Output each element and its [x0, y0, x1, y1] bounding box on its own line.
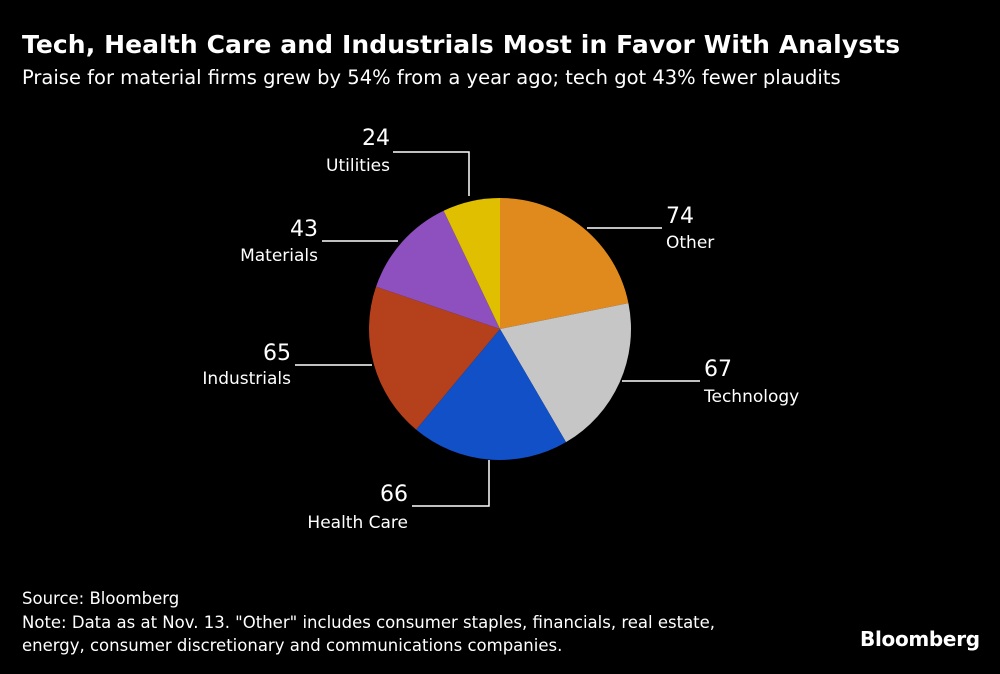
category-label-industrials: Industrials — [202, 369, 291, 389]
value-label-technology: 67 — [704, 357, 732, 382]
value-label-industrials: 65 — [263, 341, 291, 366]
pie-slice-health-care — [416, 329, 567, 460]
category-label-other: Other — [666, 233, 714, 253]
value-label-utilities: 24 — [362, 126, 390, 151]
footnote: Note: Data as at Nov. 13. "Other" includ… — [22, 613, 716, 655]
pie-slice-other — [500, 198, 629, 329]
value-label-health-care: 66 — [380, 482, 408, 507]
leader-line-utilities — [393, 151, 470, 196]
value-label-other: 74 — [666, 204, 694, 229]
pie-slice-technology — [500, 303, 632, 443]
category-label-materials: Materials — [240, 246, 318, 266]
leader-line-health-care — [412, 460, 490, 507]
category-label-utilities: Utilities — [326, 156, 390, 176]
chart-title: Tech, Health Care and Industrials Most i… — [22, 30, 901, 59]
category-label-health-care: Health Care — [307, 513, 408, 533]
pie-slices — [369, 198, 632, 460]
source-note: Source: Bloomberg — [22, 589, 180, 608]
pie-slice-industrials — [369, 286, 500, 430]
value-label-materials: 43 — [290, 217, 318, 242]
pie-slice-utilities — [443, 198, 500, 329]
category-label-technology: Technology — [703, 387, 799, 407]
chart-subtitle: Praise for material firms grew by 54% fr… — [22, 66, 841, 89]
bloomberg-logo: Bloomberg — [860, 627, 980, 651]
pie-slice-materials — [376, 210, 500, 329]
